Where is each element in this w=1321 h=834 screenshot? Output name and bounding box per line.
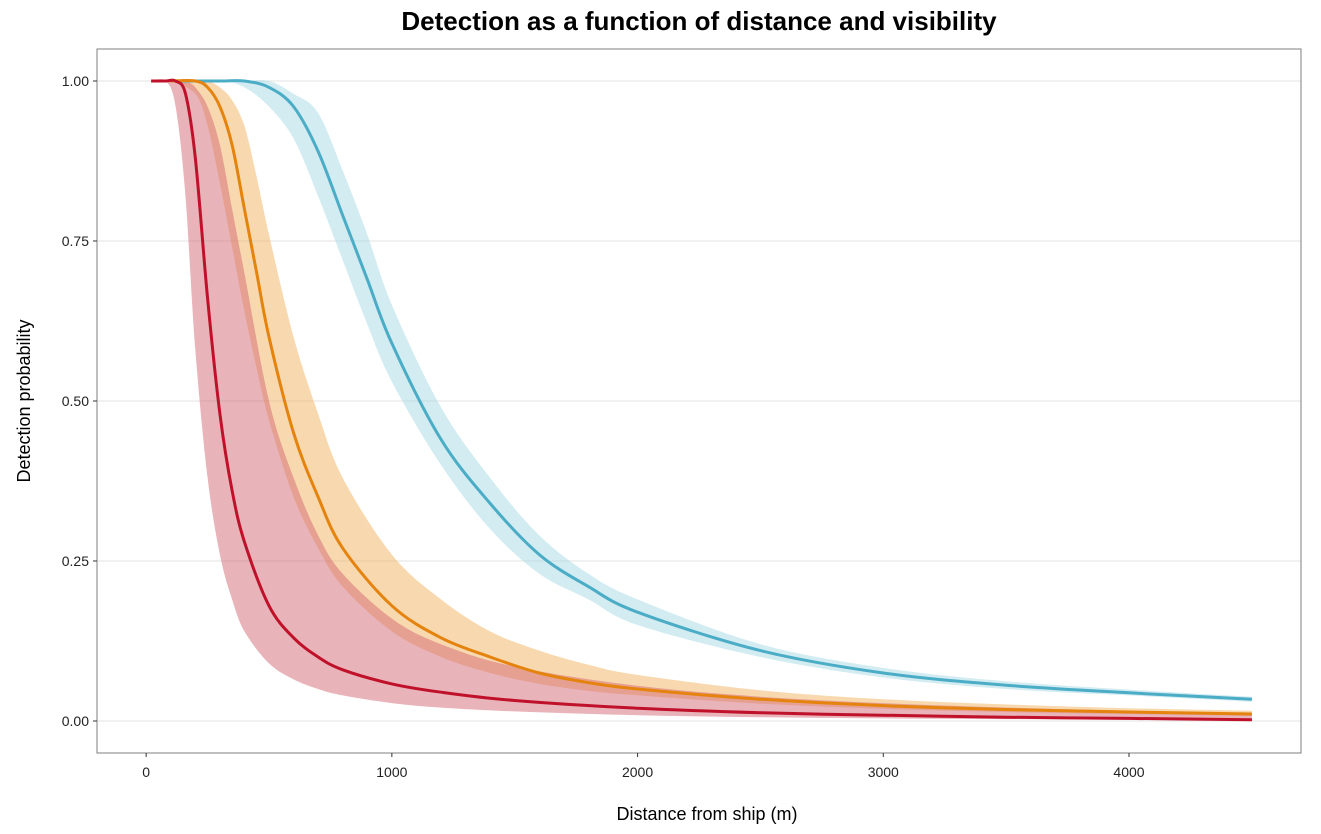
x-tick-label: 2000	[622, 764, 653, 780]
confidence-bands	[151, 79, 1252, 721]
y-tick-label: 0.00	[62, 713, 89, 729]
series-line-3	[151, 78, 1252, 722]
series-line-2	[170, 79, 1252, 716]
x-tick-label: 1000	[376, 764, 407, 780]
y-tick-label: 1.00	[62, 73, 89, 89]
x-axis-ticks: 0 1000 2000 3000 4000	[142, 753, 1145, 780]
x-tick-label: 4000	[1113, 764, 1144, 780]
chart-title: Detection as a function of distance and …	[401, 6, 997, 36]
y-axis-title: Detection probability	[14, 319, 34, 482]
series-line-1	[173, 79, 1252, 701]
x-axis-title: Distance from ship (m)	[616, 804, 797, 824]
y-axis-ticks: 0.00 0.25 0.50 0.75 1.00	[62, 73, 97, 729]
x-tick-label: 3000	[868, 764, 899, 780]
y-tick-label: 0.25	[62, 553, 89, 569]
y-tick-label: 0.50	[62, 393, 89, 409]
y-tick-label: 0.75	[62, 233, 89, 249]
series-lines	[151, 78, 1252, 722]
x-tick-label: 0	[142, 764, 150, 780]
